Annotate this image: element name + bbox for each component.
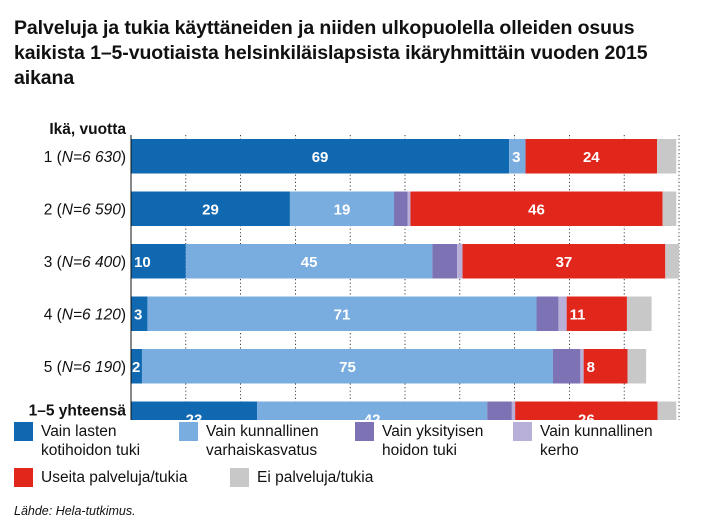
data-label: 8 [587, 359, 595, 376]
data-label: 23 [186, 411, 203, 420]
data-label: 46 [528, 201, 545, 218]
bar-segment [131, 296, 148, 331]
bar-segment [131, 349, 142, 384]
legend-label: Vain lasten kotihoidon tuki [41, 423, 141, 459]
bar-segment [511, 401, 516, 420]
bar-segment [552, 349, 581, 384]
legend-label: Vain kunnallinen varhaiskasvatus [206, 423, 319, 459]
legend-item-ei-palveluja: Ei palveluja/tukia [230, 468, 373, 487]
bar-segment [141, 349, 553, 384]
data-label: 29 [202, 201, 219, 218]
bar-segment [657, 401, 677, 420]
legend-swatch [14, 422, 33, 441]
bar-segment [626, 296, 652, 331]
bar-segment [131, 401, 258, 420]
bar-segment [566, 296, 627, 331]
bar-segment [515, 401, 658, 420]
data-label: 75 [339, 359, 356, 376]
bar-segment [487, 401, 512, 420]
legend-swatch [513, 422, 532, 441]
legend-label: Vain yksityisen hoidon tuki [382, 423, 484, 459]
data-label: 3 [134, 306, 142, 323]
legend-label: Vain kunnallinen kerho [540, 423, 653, 459]
category-label: 5 (N=6 190) [44, 359, 126, 376]
bar-segment [407, 191, 411, 226]
bar-segment [131, 139, 510, 174]
legend-label: Useita palveluja/tukia [41, 469, 188, 486]
bar-segment [525, 139, 658, 174]
bar-segment [580, 349, 584, 384]
chart-title: Palveluja ja tukia käyttäneiden ja niide… [14, 17, 648, 89]
bar-segment [662, 191, 677, 226]
bar-segment [289, 191, 395, 226]
bar-segment [131, 191, 290, 226]
legend-swatch [230, 468, 249, 487]
data-label: 42 [364, 411, 381, 420]
bar-segment [457, 244, 463, 279]
legend-item-kunnallinen-varhaiskasvatus: Vain kunnallinen varhaiskasvatus [179, 422, 319, 460]
bar-segment [257, 401, 488, 420]
bar-segment [665, 244, 679, 279]
data-label: 11 [570, 306, 586, 323]
category-label: 2 (N=6 590) [44, 201, 126, 218]
legend-swatch [355, 422, 374, 441]
bar-segment [410, 191, 663, 226]
source-note: Lähde: Hela-tutkimus. [14, 504, 136, 518]
category-label: 4 (N=6 120) [44, 306, 126, 323]
data-label: 19 [334, 201, 351, 218]
data-label: 2 [132, 359, 140, 376]
data-label: 10 [134, 254, 151, 271]
legend-item-kunnallinen-kerho: Vain kunnallinen kerho [513, 422, 653, 460]
stacked-bar-chart: Ikä, vuotta 69 3 24 1 (N=6 630) 29 19 46 2 (N=6 … [29, 121, 680, 420]
category-label: 1–5 yhteensä [29, 402, 127, 419]
bar-segment [558, 296, 567, 331]
bar-segment [657, 139, 677, 174]
data-label: 24 [583, 149, 600, 166]
bar-segment [627, 349, 647, 384]
legend-item-useita-palveluja: Useita palveluja/tukia [14, 468, 187, 487]
chart-legend: Vain lasten kotihoidon tuki Vain kunnall… [14, 422, 714, 494]
y-axis-title: Ikä, vuotta [49, 121, 126, 138]
legend-swatch [179, 422, 198, 441]
category-label: 1 (N=6 630) [44, 149, 126, 166]
bar-segment [509, 139, 526, 174]
bar-segment [185, 244, 433, 279]
bar-segment [147, 296, 537, 331]
legend-item-kotihoidon-tuki: Vain lasten kotihoidon tuki [14, 422, 140, 460]
legend-item-yksityisen-hoidon-tuki: Vain yksityisen hoidon tuki [355, 422, 483, 460]
data-label: 71 [334, 306, 351, 323]
bar-segment [462, 244, 666, 279]
data-label: 3 [512, 149, 520, 166]
bar-segment [536, 296, 559, 331]
bar-segment [394, 191, 408, 226]
category-label: 3 (N=6 400) [44, 254, 126, 271]
legend-swatch [14, 468, 33, 487]
bar-segment [432, 244, 458, 279]
legend-label: Ei palveluja/tukia [257, 469, 374, 486]
data-label: 37 [556, 254, 573, 271]
data-label: 45 [301, 254, 318, 271]
bar-segment [131, 244, 186, 279]
data-label: 26 [578, 411, 595, 420]
data-label: 69 [312, 149, 329, 166]
bar-segment [583, 349, 628, 384]
